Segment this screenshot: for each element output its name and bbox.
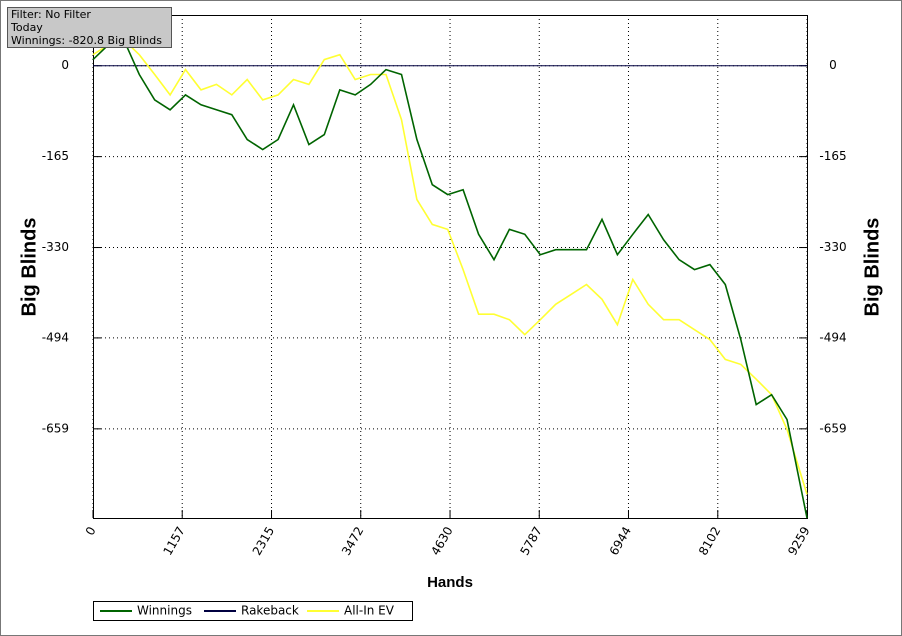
info-box bbox=[7, 7, 172, 48]
y2-tick-label: -330 bbox=[819, 240, 846, 254]
info-line: Filter: No Filter bbox=[11, 8, 91, 21]
y2-tick-label: 0 bbox=[829, 58, 837, 72]
y-tick-label: -330 bbox=[42, 240, 69, 254]
legend-label: Winnings bbox=[137, 604, 192, 618]
y2-tick-label: -494 bbox=[819, 330, 846, 344]
legend-label: Rakeback bbox=[241, 604, 299, 618]
x-axis-label: Hands bbox=[427, 574, 473, 591]
legend-items: Winnings Rakeback All-In EV bbox=[100, 604, 395, 618]
y2-tick-label: -659 bbox=[819, 421, 846, 435]
y-tick-label: -165 bbox=[42, 149, 69, 163]
info-line: Winnings: -820.8 Big Blinds bbox=[11, 34, 162, 47]
legend bbox=[93, 601, 413, 621]
info-line: Today bbox=[10, 21, 43, 34]
y-tick-label: -494 bbox=[42, 330, 69, 344]
y-tick-label: -659 bbox=[42, 421, 69, 435]
y2-tick-label: -165 bbox=[819, 149, 846, 163]
legend-label: All-In EV bbox=[344, 604, 395, 618]
y2-axis-label: Big Blinds bbox=[861, 218, 883, 317]
series-line bbox=[92, 38, 808, 519]
y-axis-label: Big Blinds bbox=[18, 218, 40, 317]
y-tick-label: 0 bbox=[61, 58, 69, 72]
series-line bbox=[92, 38, 808, 495]
